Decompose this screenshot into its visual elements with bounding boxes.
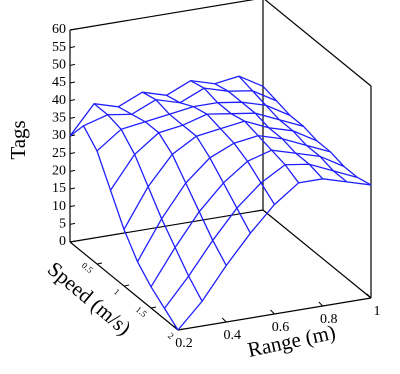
z-tick-label: 30 (52, 128, 66, 143)
z-tick (69, 63, 76, 66)
z-tick-label: 5 (59, 217, 66, 232)
y-tick-label: 1.5 (134, 304, 149, 319)
x-tick-label: 0.6 (272, 320, 290, 335)
z-tick-label: 60 (52, 22, 66, 37)
mesh-column (238, 75, 348, 183)
z-tick-label: 20 (52, 164, 66, 179)
mesh-column (190, 80, 300, 184)
box-edge (69, 209, 264, 243)
x-tick-label: 0.8 (320, 312, 338, 327)
x-tick-label: 1 (374, 304, 381, 319)
z-tick (69, 187, 76, 190)
y-tick-label: 2 (166, 331, 176, 342)
z-tick (69, 169, 76, 172)
z-tick-label: 10 (52, 199, 66, 214)
mesh-column (93, 103, 203, 302)
z-tick-label: 50 (52, 58, 66, 73)
z-tick-label: 25 (52, 146, 66, 161)
z-tick-label: 15 (52, 181, 66, 196)
x-tick-label: 0.2 (175, 336, 193, 351)
z-tick (69, 46, 76, 49)
mesh-row (69, 75, 264, 137)
z-axis-label: Tags (6, 120, 30, 159)
z-tick (69, 205, 76, 208)
mesh-row (96, 101, 291, 152)
box-edge (69, 0, 255, 31)
z-tick (69, 222, 76, 225)
mesh-column (262, 85, 372, 186)
z-tick (69, 81, 76, 84)
z-tick (69, 28, 76, 31)
y-tick-label: 0.5 (80, 260, 95, 275)
mesh-column (117, 106, 227, 266)
y-tick-label: 1 (112, 287, 122, 298)
y-tick (123, 284, 130, 287)
mesh-column (166, 94, 276, 205)
x-tick (366, 293, 372, 299)
z-tick-label: 35 (52, 111, 66, 126)
box-edge (264, 0, 372, 87)
mesh-column (69, 124, 179, 331)
mesh-column (142, 91, 251, 234)
z-tick-label: 55 (52, 40, 66, 55)
x-tick (221, 317, 227, 323)
z-tick-label: 0 (59, 234, 66, 249)
x-tick (270, 309, 275, 315)
z-tick-label: 45 (52, 75, 66, 90)
z-tick (69, 152, 76, 155)
z-tick (69, 99, 76, 102)
mesh-column (214, 83, 324, 180)
z-tick (69, 116, 76, 119)
mesh-row (163, 163, 358, 309)
z-tick-label: 40 (52, 93, 66, 108)
x-tick (318, 301, 324, 307)
box-edge (262, 209, 372, 299)
mesh-row (177, 178, 372, 331)
y-tick (150, 306, 157, 309)
x-tick-label: 0.4 (224, 328, 242, 343)
mesh-row (109, 112, 304, 191)
z-tick (69, 240, 76, 243)
y-tick (96, 262, 103, 265)
